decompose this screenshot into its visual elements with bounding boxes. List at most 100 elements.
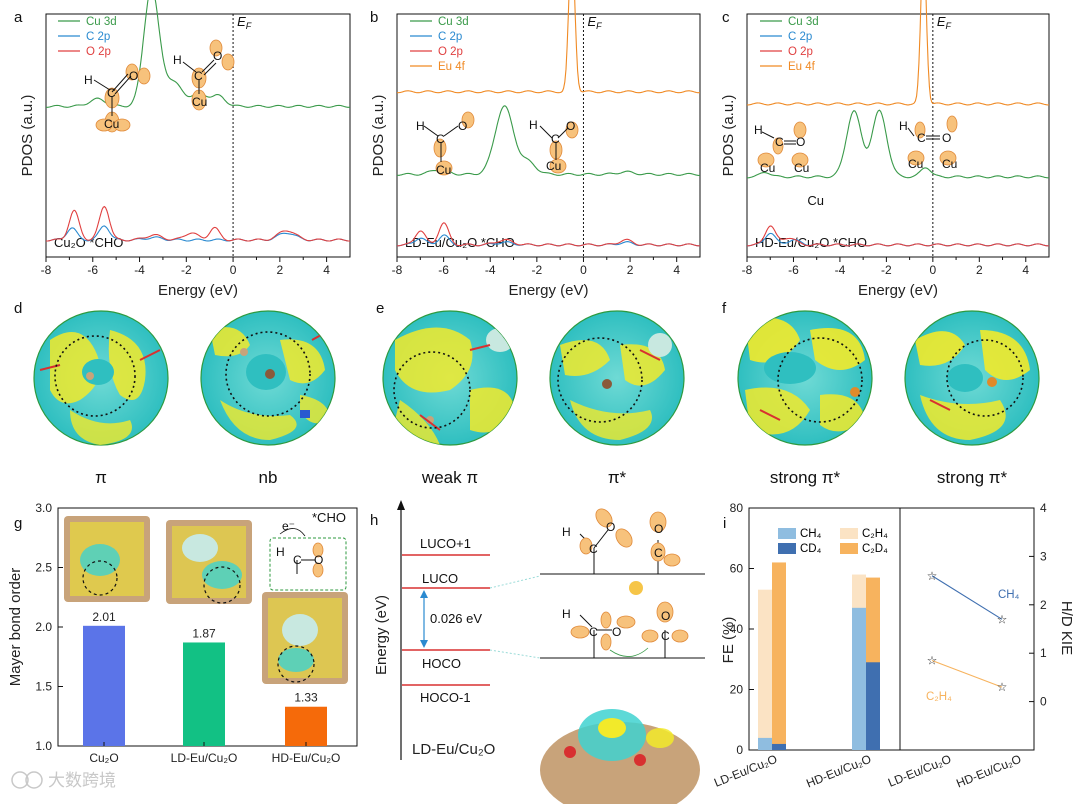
- panel-letter-g: g: [14, 515, 22, 532]
- mayer-bar-chart: 1.0 1.5 2.0 2.5 3.0 Mayer bond order 2.01 Cu₂O 1…: [7, 501, 358, 765]
- fermi-label-subscript: F: [246, 21, 252, 31]
- x-tick-label: 0: [230, 263, 237, 277]
- pdos-chart-c: -8 -6 -4 -2 0 2 4 Energy (eV) PDOS (a.u.) EF Cu 3d…: [720, 0, 1050, 299]
- molecule-sketch-c1: H C O Cu Cu: [754, 121, 809, 175]
- panel-letter-b: b: [370, 9, 378, 26]
- atom-label: C: [589, 542, 598, 556]
- y-tick-label: 1.5: [35, 680, 52, 694]
- atom-label: Cu: [942, 157, 957, 171]
- atom-label: O: [213, 49, 222, 63]
- y-axis-label: FE (%): [720, 617, 737, 664]
- bar-cd4: [772, 743, 786, 750]
- legend-label: CD₄: [800, 543, 822, 555]
- legend-label: Eu 4f: [438, 61, 466, 73]
- legend-label: O 2p: [788, 46, 813, 58]
- atom-label: C: [551, 132, 560, 146]
- x-tick-label: 0: [930, 263, 937, 277]
- x-tick-label: LD-Eu/Cu₂O: [171, 751, 238, 765]
- x-tick-label: -6: [87, 263, 98, 277]
- isosurface-d1: [33, 310, 169, 446]
- atom-label: O: [606, 520, 615, 534]
- plot-frame: [746, 13, 1050, 258]
- legend-label: C 2p: [86, 31, 110, 43]
- atom-label: O: [458, 119, 467, 133]
- y-axis-label: PDOS (a.u.): [720, 95, 737, 177]
- y-tick-label: 2.0: [35, 620, 52, 634]
- atom-label: H: [276, 545, 285, 559]
- x-tick-label: -4: [134, 263, 145, 277]
- pdos-curve-eu-4f: [746, 0, 1050, 106]
- bar-2: [285, 706, 327, 746]
- x-tick-label: -4: [485, 263, 496, 277]
- smiley-icon: [629, 581, 643, 595]
- kie-star-marker: ☆: [927, 653, 938, 667]
- isosurface-d2: [200, 310, 336, 446]
- y2-tick-label: 3: [1040, 549, 1047, 563]
- plot-frame: [45, 13, 351, 258]
- caption-d2: nb: [259, 468, 278, 487]
- atom-label: Cu: [794, 161, 809, 175]
- legend-swatch: [840, 528, 858, 539]
- fermi-label-subscript: F: [596, 21, 602, 31]
- legend-label: CH₄: [800, 528, 822, 540]
- x-tick-label: 2: [627, 263, 634, 277]
- atom-label: O: [942, 131, 951, 145]
- cu-label: Cu: [807, 193, 824, 208]
- atom-label: C: [436, 132, 445, 146]
- pdos-curve-o-2p: [397, 222, 700, 247]
- pdos-curve-eu-4f: [397, 0, 700, 94]
- x-tick-label: -8: [742, 263, 753, 277]
- atom-label: Cu: [104, 117, 119, 131]
- bar-c2d4: [772, 562, 786, 750]
- bar-ch4: [852, 607, 866, 750]
- atom-label: H: [562, 525, 571, 539]
- y-tick-label: 80: [730, 501, 744, 515]
- atom-label: H: [416, 119, 425, 133]
- y-tick-label: 20: [730, 683, 744, 697]
- legend-label: O 2p: [438, 46, 463, 58]
- panel-letter-e: e: [376, 300, 384, 317]
- isosurface-e1: [382, 310, 518, 446]
- fermi-label: EF: [937, 14, 952, 31]
- atom-label: Cu: [546, 159, 561, 173]
- gap-label: 0.026 eV: [430, 611, 482, 626]
- watermark-text: 大数跨境: [48, 771, 116, 791]
- sample-annotation: LD-Eu/Cu₂O *CHO: [405, 235, 515, 250]
- x-axis-label: Energy (eV): [508, 282, 588, 299]
- surface-isosurface: [540, 709, 700, 804]
- legend-label: C₂H₄: [862, 528, 888, 540]
- bar-value-label: 2.01: [92, 610, 116, 624]
- molecule-sketch-a2: H C O Cu: [173, 39, 235, 111]
- kie-star-marker: ☆: [997, 680, 1008, 694]
- kie-series-label: C₂H₄: [926, 691, 952, 703]
- molecule-sketch-a1: H C O Cu: [84, 63, 151, 133]
- atom-label: C: [917, 131, 926, 145]
- x-tick-label: 2: [277, 263, 284, 277]
- molecule-sketch-b1: H C O Cu: [416, 111, 475, 177]
- caption-f1: strong π*: [770, 468, 841, 487]
- legend-label: C 2p: [438, 31, 462, 43]
- x-tick-label: HD-Eu/Cu₂O: [804, 752, 873, 791]
- y-tick-label: 3.0: [35, 501, 52, 515]
- x-tick-label: -8: [392, 263, 403, 277]
- caption-d1: π: [95, 468, 107, 487]
- atom-label: C: [194, 69, 203, 83]
- pdos-curve-cu-3d: [746, 109, 1050, 179]
- kie-star-marker: ☆: [997, 612, 1008, 626]
- atom-label: H: [84, 73, 93, 87]
- atom-label: H: [173, 53, 182, 67]
- pdos-curve-o-2p: [45, 205, 351, 242]
- x-tick-label: 0: [580, 263, 587, 277]
- y2-tick-label: 4: [1040, 501, 1047, 515]
- atom-label: Cu: [908, 157, 923, 171]
- structure-image-g1: [64, 516, 150, 602]
- atom-label: O: [612, 625, 621, 639]
- x-tick-label: LD-Eu/Cu₂O: [712, 752, 779, 790]
- isosurface-e2: [549, 310, 685, 446]
- caption-e2: π*: [608, 468, 627, 487]
- x-tick-label: -8: [41, 263, 52, 277]
- level-luco1: LUCO+1: [420, 536, 471, 551]
- y2-tick-label: 0: [1040, 695, 1047, 709]
